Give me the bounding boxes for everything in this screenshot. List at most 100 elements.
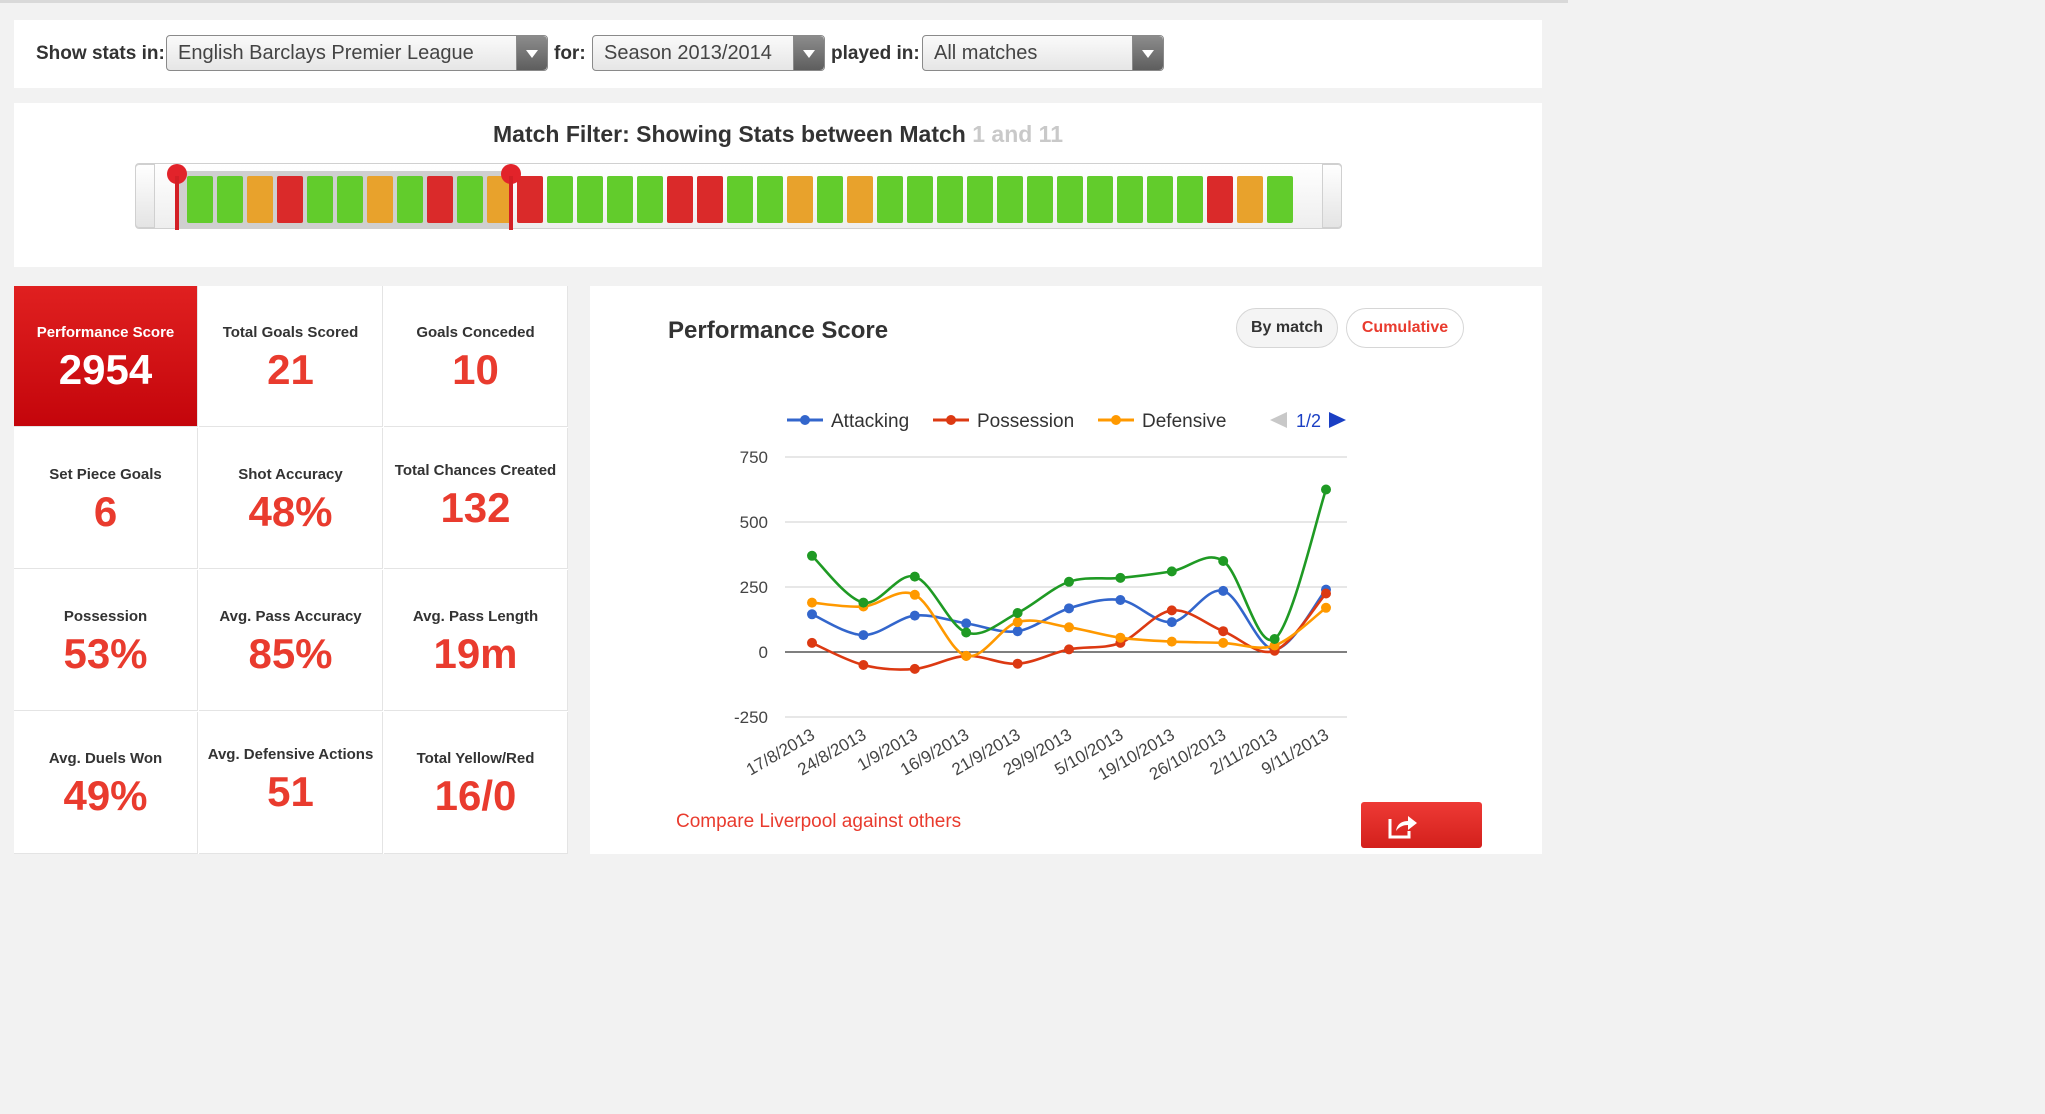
y-tick-label: 500 (740, 513, 768, 532)
match-filter-title-text: Match Filter: Showing Stats between Matc… (493, 121, 966, 147)
chevron-down-icon[interactable] (793, 36, 824, 70)
data-point-defensive (1218, 637, 1229, 648)
stat-value: 51 (267, 768, 314, 815)
competition-select[interactable]: English Barclays Premier League (166, 35, 548, 71)
chevron-down-icon[interactable] (1132, 36, 1163, 70)
match-result-block[interactable] (1207, 176, 1233, 223)
handle-stem (509, 176, 513, 230)
match-result-block[interactable] (1087, 176, 1113, 223)
match-result-block[interactable] (817, 176, 843, 223)
season-select[interactable]: Season 2013/2014 (592, 35, 825, 71)
stat-tile-shot-accuracy[interactable]: Shot Accuracy 48% (199, 428, 383, 569)
data-point-possession (1218, 626, 1229, 637)
stat-label: Avg. Defensive Actions (207, 746, 374, 763)
data-point-attacking (807, 609, 817, 620)
match-result-block[interactable] (727, 176, 753, 223)
show-stats-label: Show stats in: (36, 43, 165, 64)
series-line-attacking (811, 588, 1328, 651)
match-result-block[interactable] (427, 176, 453, 223)
data-point-possession (1321, 588, 1331, 599)
stat-value: 2954 (58, 346, 153, 393)
handle-knob[interactable] (501, 164, 521, 184)
match-result-block[interactable] (367, 176, 393, 223)
venue-value: All matches (934, 42, 1038, 64)
venue-select[interactable]: All matches (922, 35, 1164, 71)
data-point-defensive (1115, 632, 1126, 643)
share-button[interactable] (1361, 802, 1482, 848)
match-filter-panel: Match Filter: Showing Stats between Matc… (14, 103, 1542, 267)
stat-tile-total-chances-created[interactable]: Total Chances Created 132 (384, 428, 568, 569)
match-result-block[interactable] (997, 176, 1023, 223)
match-result-block[interactable] (787, 176, 813, 223)
match-result-block[interactable] (1237, 176, 1263, 223)
stat-tile-avg-pass-length[interactable]: Avg. Pass Length 19m (384, 570, 568, 711)
data-point-possession (909, 663, 920, 674)
match-result-block[interactable] (757, 176, 783, 223)
match-result-block[interactable] (697, 176, 723, 223)
legend-label-attacking: Attacking (831, 411, 909, 432)
match-result-block[interactable] (187, 176, 213, 223)
data-point-attacking (858, 630, 869, 641)
match-range-slider[interactable] (135, 163, 1342, 230)
cumulative-toggle[interactable]: Cumulative (1346, 308, 1464, 348)
by-match-toggle[interactable]: By match (1236, 308, 1338, 348)
match-result-block[interactable] (1177, 176, 1203, 223)
stat-tile-possession[interactable]: Possession 53% (14, 570, 198, 711)
match-result-block[interactable] (637, 176, 663, 223)
stat-tile-performance-score[interactable]: Performance Score 2954 (14, 286, 198, 427)
legend-label-defensive: Defensive (1142, 411, 1227, 432)
match-result-block[interactable] (457, 176, 483, 223)
chevron-down-icon[interactable] (516, 36, 547, 70)
match-result-block[interactable] (937, 176, 963, 223)
compare-link[interactable]: Compare Liverpool against others (676, 811, 962, 832)
match-result-block[interactable] (307, 176, 333, 223)
legend-prev-icon[interactable] (1270, 412, 1287, 428)
stat-tile-avg-pass-accuracy[interactable]: Avg. Pass Accuracy 85% (199, 570, 383, 711)
match-result-block[interactable] (1027, 176, 1053, 223)
legend-next-icon[interactable] (1329, 412, 1346, 428)
stat-tile-total-yellow-red[interactable]: Total Yellow/Red 16/0 (384, 712, 568, 854)
stat-value: 85% (248, 630, 333, 677)
chart-series (807, 484, 1331, 674)
match-result-block[interactable] (577, 176, 603, 223)
match-result-block[interactable] (1057, 176, 1083, 223)
data-point-total (807, 550, 817, 561)
match-result-block[interactable] (1117, 176, 1143, 223)
match-result-block[interactable] (667, 176, 693, 223)
stat-tile-avg-defensive-actions[interactable]: Avg. Defensive Actions 51 (199, 712, 383, 854)
match-result-block[interactable] (517, 176, 543, 223)
stat-tile-total-goals-scored[interactable]: Total Goals Scored 21 (199, 286, 383, 427)
handle-knob[interactable] (167, 164, 187, 184)
match-result-block[interactable] (547, 176, 573, 223)
y-tick-label: 0 (759, 643, 768, 662)
handle-stem (175, 176, 179, 230)
legend-page-indicator: 1/2 (1296, 411, 1321, 431)
match-result-block[interactable] (1147, 176, 1173, 223)
match-result-block[interactable] (277, 176, 303, 223)
stat-tile-avg-duels-won[interactable]: Avg. Duels Won 49% (14, 712, 198, 854)
match-result-block[interactable] (337, 176, 363, 223)
data-point-possession (1064, 644, 1074, 655)
match-result-block[interactable] (607, 176, 633, 223)
data-point-possession (1166, 605, 1177, 616)
match-result-block[interactable] (397, 176, 423, 223)
stat-label: Goals Conceded (416, 324, 535, 341)
range-end-handle[interactable] (499, 164, 523, 230)
match-result-block[interactable] (877, 176, 903, 223)
stat-tile-set-piece-goals[interactable]: Set Piece Goals 6 (14, 428, 198, 569)
season-value: Season 2013/2014 (604, 42, 772, 64)
match-result-block[interactable] (907, 176, 933, 223)
match-result-block[interactable] (1267, 176, 1293, 223)
match-result-block[interactable] (967, 176, 993, 223)
data-point-total (961, 627, 972, 638)
data-point-possession (1012, 658, 1023, 669)
match-result-block[interactable] (847, 176, 873, 223)
data-point-attacking (1115, 595, 1126, 605)
legend-label-possession: Possession (977, 411, 1074, 432)
stat-value: 10 (452, 346, 499, 393)
match-result-block[interactable] (247, 176, 273, 223)
slider-left-cap (135, 164, 155, 228)
range-start-handle[interactable] (165, 164, 189, 230)
match-result-block[interactable] (217, 176, 243, 223)
stat-tile-goals-conceded[interactable]: Goals Conceded 10 (384, 286, 568, 427)
